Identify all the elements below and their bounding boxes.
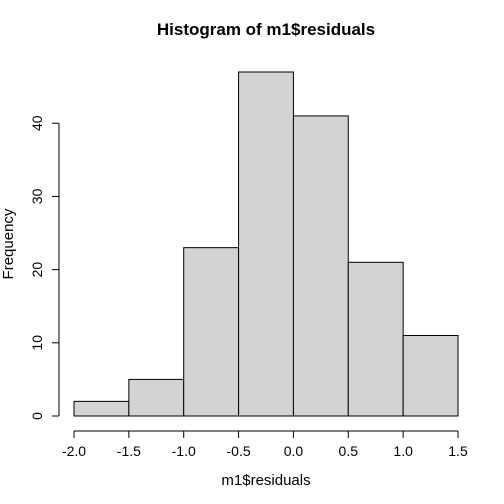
y-tick-label: 40 xyxy=(29,115,45,131)
histogram-bar xyxy=(292,115,349,417)
x-tick-label: -2.0 xyxy=(62,443,86,459)
x-tick-label: 0.0 xyxy=(284,443,304,459)
histogram-bar xyxy=(402,334,459,417)
y-tick-label: 10 xyxy=(29,335,45,351)
y-tick-label: 20 xyxy=(29,262,45,278)
x-tick-label: 1.5 xyxy=(448,443,468,459)
x-tick-label: -1.0 xyxy=(172,443,196,459)
y-axis-label: Frequency xyxy=(0,208,17,279)
y-tick-label: 0 xyxy=(29,412,45,420)
y-axis: 0 10 20 30 40 xyxy=(29,115,60,420)
histogram-bar xyxy=(128,378,185,417)
chart-title: Histogram of m1$residuals xyxy=(157,20,375,39)
histogram-bar xyxy=(183,247,240,417)
x-tick-label: 1.0 xyxy=(393,443,413,459)
histogram-bar xyxy=(73,400,130,417)
x-axis-label: m1$residuals xyxy=(221,472,310,489)
histogram-bar xyxy=(347,261,404,417)
x-tick-label: -0.5 xyxy=(227,443,251,459)
y-tick-label: 30 xyxy=(29,188,45,204)
bars-group xyxy=(73,71,459,417)
x-tick-label: 0.5 xyxy=(339,443,359,459)
x-axis: -2.0 -1.5 -1.0 -0.5 0.0 0.5 1.0 1.5 xyxy=(62,430,468,459)
histogram-bar xyxy=(238,71,294,417)
x-tick-label: -1.5 xyxy=(117,443,141,459)
